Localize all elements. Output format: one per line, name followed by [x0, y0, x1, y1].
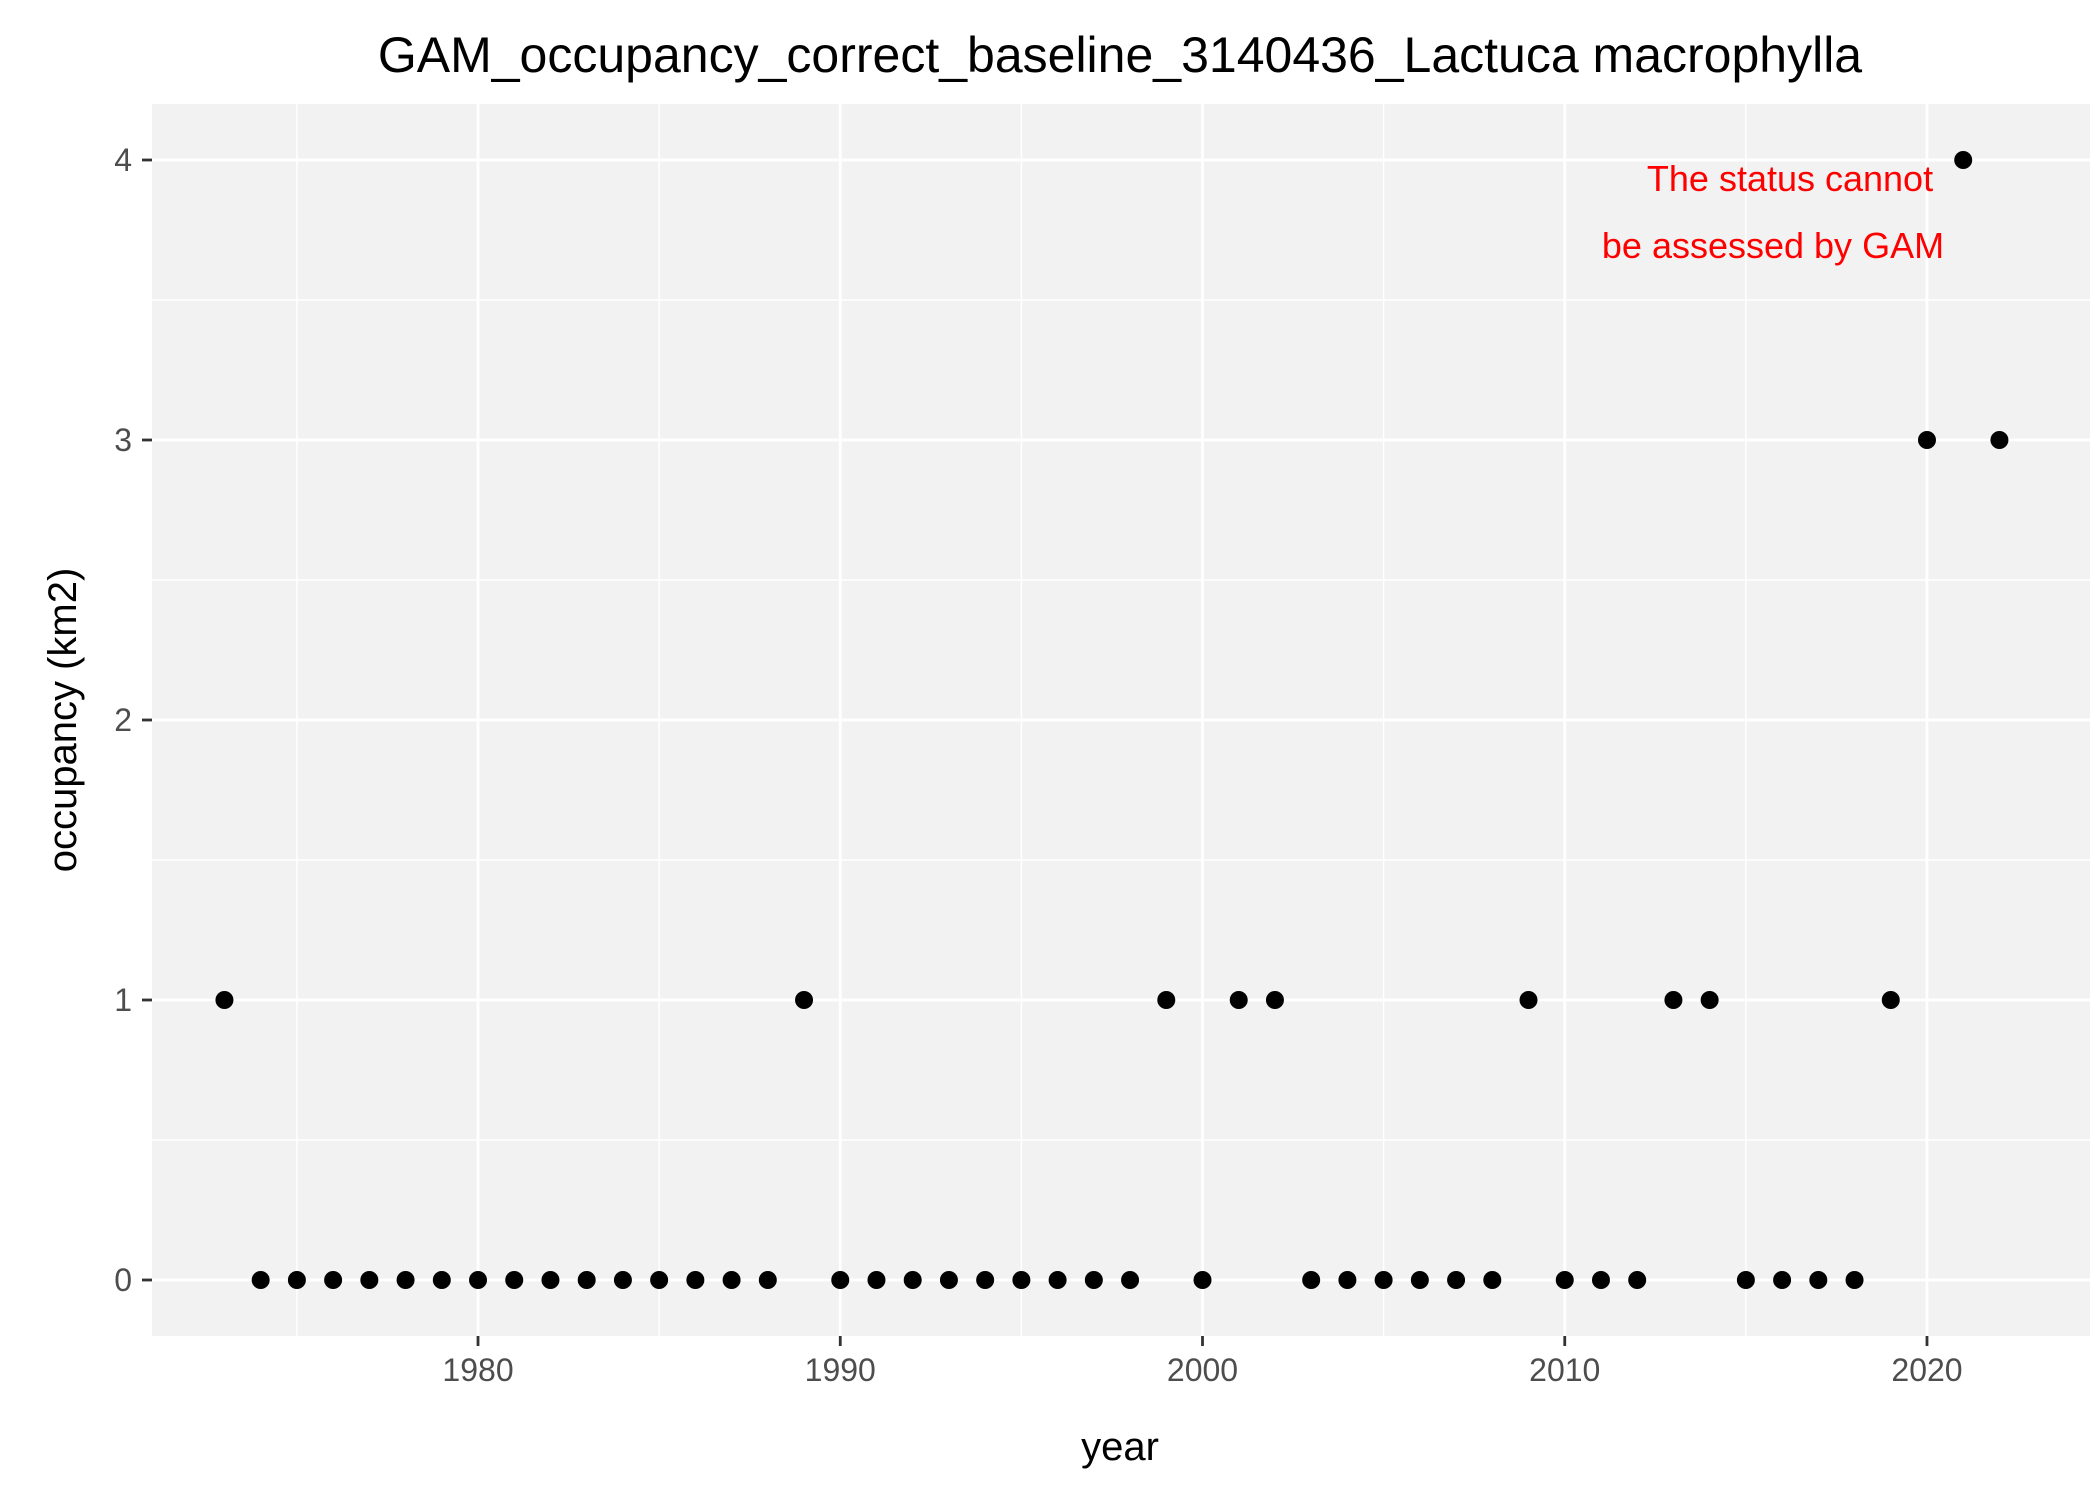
x-tick-labels: 1980 1990 2000 2010 2020	[442, 1352, 1962, 1388]
x-tick-label: 1990	[805, 1352, 876, 1388]
data-point	[939, 1271, 958, 1289]
data-point	[396, 1271, 415, 1289]
axis-ticks	[142, 158, 1929, 1346]
data-point	[1700, 991, 1719, 1009]
data-point	[577, 1271, 596, 1289]
data-point	[1048, 1271, 1067, 1289]
data-point	[251, 1271, 270, 1289]
data-point	[976, 1271, 995, 1289]
data-point	[432, 1271, 451, 1289]
y-tick-label: 1	[114, 982, 132, 1018]
data-point	[1519, 991, 1538, 1009]
data-point	[1121, 1271, 1140, 1289]
data-point	[1012, 1271, 1031, 1289]
data-point	[1773, 1271, 1792, 1289]
data-point	[1809, 1271, 1828, 1289]
annotation-line-2: be assessed by GAM	[1602, 225, 1944, 266]
y-tick-label: 2	[114, 702, 132, 738]
data-point	[1193, 1271, 1212, 1289]
data-point	[1302, 1271, 1321, 1289]
data-point	[1447, 1271, 1466, 1289]
data-point	[215, 991, 234, 1009]
data-point	[831, 1271, 850, 1289]
y-tick-label: 0	[114, 1262, 132, 1298]
data-point	[1845, 1271, 1864, 1289]
data-point	[1990, 431, 2009, 449]
data-point	[1555, 1271, 1574, 1289]
data-point	[722, 1271, 741, 1289]
chart-title: GAM_occupancy_correct_baseline_3140436_L…	[378, 27, 1862, 83]
y-axis-label: occupancy (km2)	[41, 568, 85, 873]
data-point	[1591, 1271, 1610, 1289]
data-point	[1881, 991, 1900, 1009]
data-point	[1410, 1271, 1429, 1289]
data-point	[469, 1271, 488, 1289]
data-point	[1628, 1271, 1647, 1289]
data-point	[1917, 431, 1936, 449]
y-tick-labels: 0 1 2 3 4	[114, 142, 132, 1298]
data-point	[758, 1271, 777, 1289]
data-point	[505, 1271, 524, 1289]
data-point	[1157, 991, 1176, 1009]
data-point	[650, 1271, 669, 1289]
x-tick-label: 2010	[1529, 1352, 1600, 1388]
y-tick-label: 4	[114, 142, 132, 178]
x-tick-label: 2020	[1891, 1352, 1962, 1388]
data-points	[215, 151, 2009, 1289]
data-point	[686, 1271, 705, 1289]
x-tick-label: 2000	[1167, 1352, 1238, 1388]
data-point	[867, 1271, 886, 1289]
data-point	[1736, 1271, 1755, 1289]
y-tick-label: 3	[114, 422, 132, 458]
data-point	[1084, 1271, 1103, 1289]
x-axis-label: year	[1081, 1425, 1159, 1469]
data-point	[795, 991, 814, 1009]
data-point	[287, 1271, 306, 1289]
data-point	[360, 1271, 379, 1289]
data-point	[903, 1271, 922, 1289]
data-point	[1483, 1271, 1502, 1289]
data-point	[613, 1271, 632, 1289]
annotation-line-1: The status cannot	[1647, 158, 1933, 199]
data-point	[1338, 1271, 1357, 1289]
data-point	[1374, 1271, 1393, 1289]
data-point	[1229, 991, 1248, 1009]
data-point	[1265, 991, 1284, 1009]
data-point	[1954, 151, 1973, 169]
data-point	[1664, 991, 1683, 1009]
data-point	[541, 1271, 560, 1289]
x-tick-label: 1980	[442, 1352, 513, 1388]
grid-major	[152, 104, 2090, 1336]
data-point	[324, 1271, 343, 1289]
